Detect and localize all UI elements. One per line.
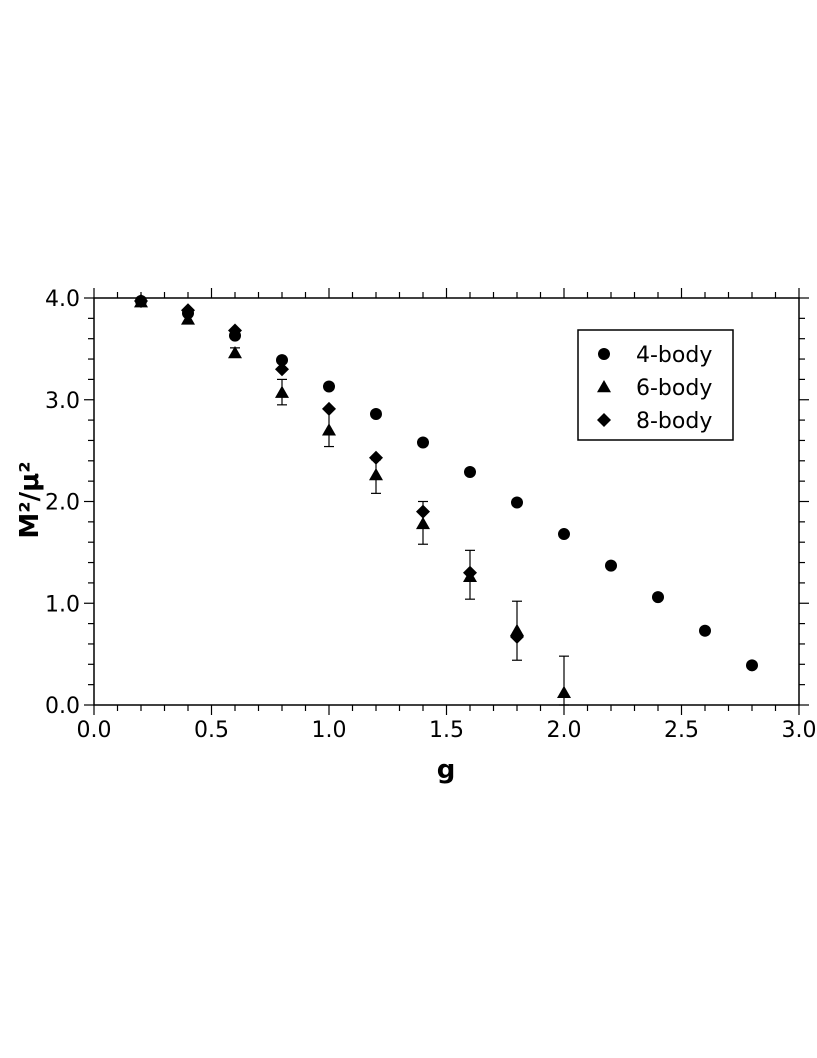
x-tick-label: 1.5	[429, 718, 464, 743]
series-8-body	[134, 294, 524, 644]
point-4-body	[370, 407, 382, 420]
plot-data	[134, 294, 758, 706]
y-tick-label: 0.0	[45, 694, 80, 719]
axes: 0.0 0.5 1.0 1.5 2.0 2.5 3.0 0.0 1.0 2.0 3.0 4.0	[45, 287, 817, 743]
point-8-body	[510, 629, 524, 644]
x-tick-label: 0.5	[194, 718, 229, 743]
y-tick-label: 4.0	[45, 287, 80, 312]
point-4-body	[605, 559, 617, 572]
point-6-body	[416, 516, 430, 530]
point-8-body	[134, 294, 148, 309]
legend-label-4-body: 4-body	[636, 343, 712, 368]
x-axis-title: g	[437, 755, 456, 785]
legend: 4-body 6-body 8-body	[577, 329, 734, 441]
x-tick-label: 0.0	[77, 718, 112, 743]
point-4-body	[464, 465, 476, 478]
point-4-body	[511, 496, 523, 509]
x-tick-label: 2.0	[547, 718, 582, 743]
point-4-body	[746, 659, 758, 672]
legend-marker-6-body	[597, 380, 611, 393]
x-tick-label: 1.0	[312, 718, 347, 743]
legend-label-6-body: 6-body	[636, 376, 712, 401]
legend-label-8-body: 8-body	[636, 409, 712, 434]
point-4-body	[323, 380, 335, 393]
point-8-body	[463, 565, 477, 580]
point-8-body	[416, 504, 430, 519]
point-6-body	[275, 385, 289, 398]
point-8-body	[275, 362, 289, 377]
point-8-body	[228, 323, 242, 338]
point-4-body	[417, 436, 429, 449]
point-6-body	[228, 345, 242, 359]
point-6-body	[369, 468, 383, 481]
point-6-body	[181, 312, 195, 325]
point-6-body	[322, 423, 336, 436]
point-6-body	[557, 685, 571, 699]
y-tick-label: 2.0	[45, 491, 80, 516]
y-tick-label: 3.0	[45, 389, 80, 414]
point-4-body	[699, 624, 711, 637]
x-tick-label: 2.5	[664, 718, 699, 743]
point-8-body	[181, 303, 195, 318]
y-tick-label: 1.0	[45, 592, 80, 617]
point-4-body	[652, 591, 664, 604]
point-4-body	[276, 354, 288, 367]
legend-marker-4-body	[598, 348, 610, 360]
x-tick-label: 3.0	[782, 718, 817, 743]
series-6-body	[134, 295, 571, 706]
point-4-body	[558, 528, 570, 541]
legend-marker-8-body	[597, 413, 611, 427]
point-8-body	[369, 450, 383, 465]
point-8-body	[322, 401, 336, 416]
y-axis-title: M²/μ²	[15, 461, 45, 538]
